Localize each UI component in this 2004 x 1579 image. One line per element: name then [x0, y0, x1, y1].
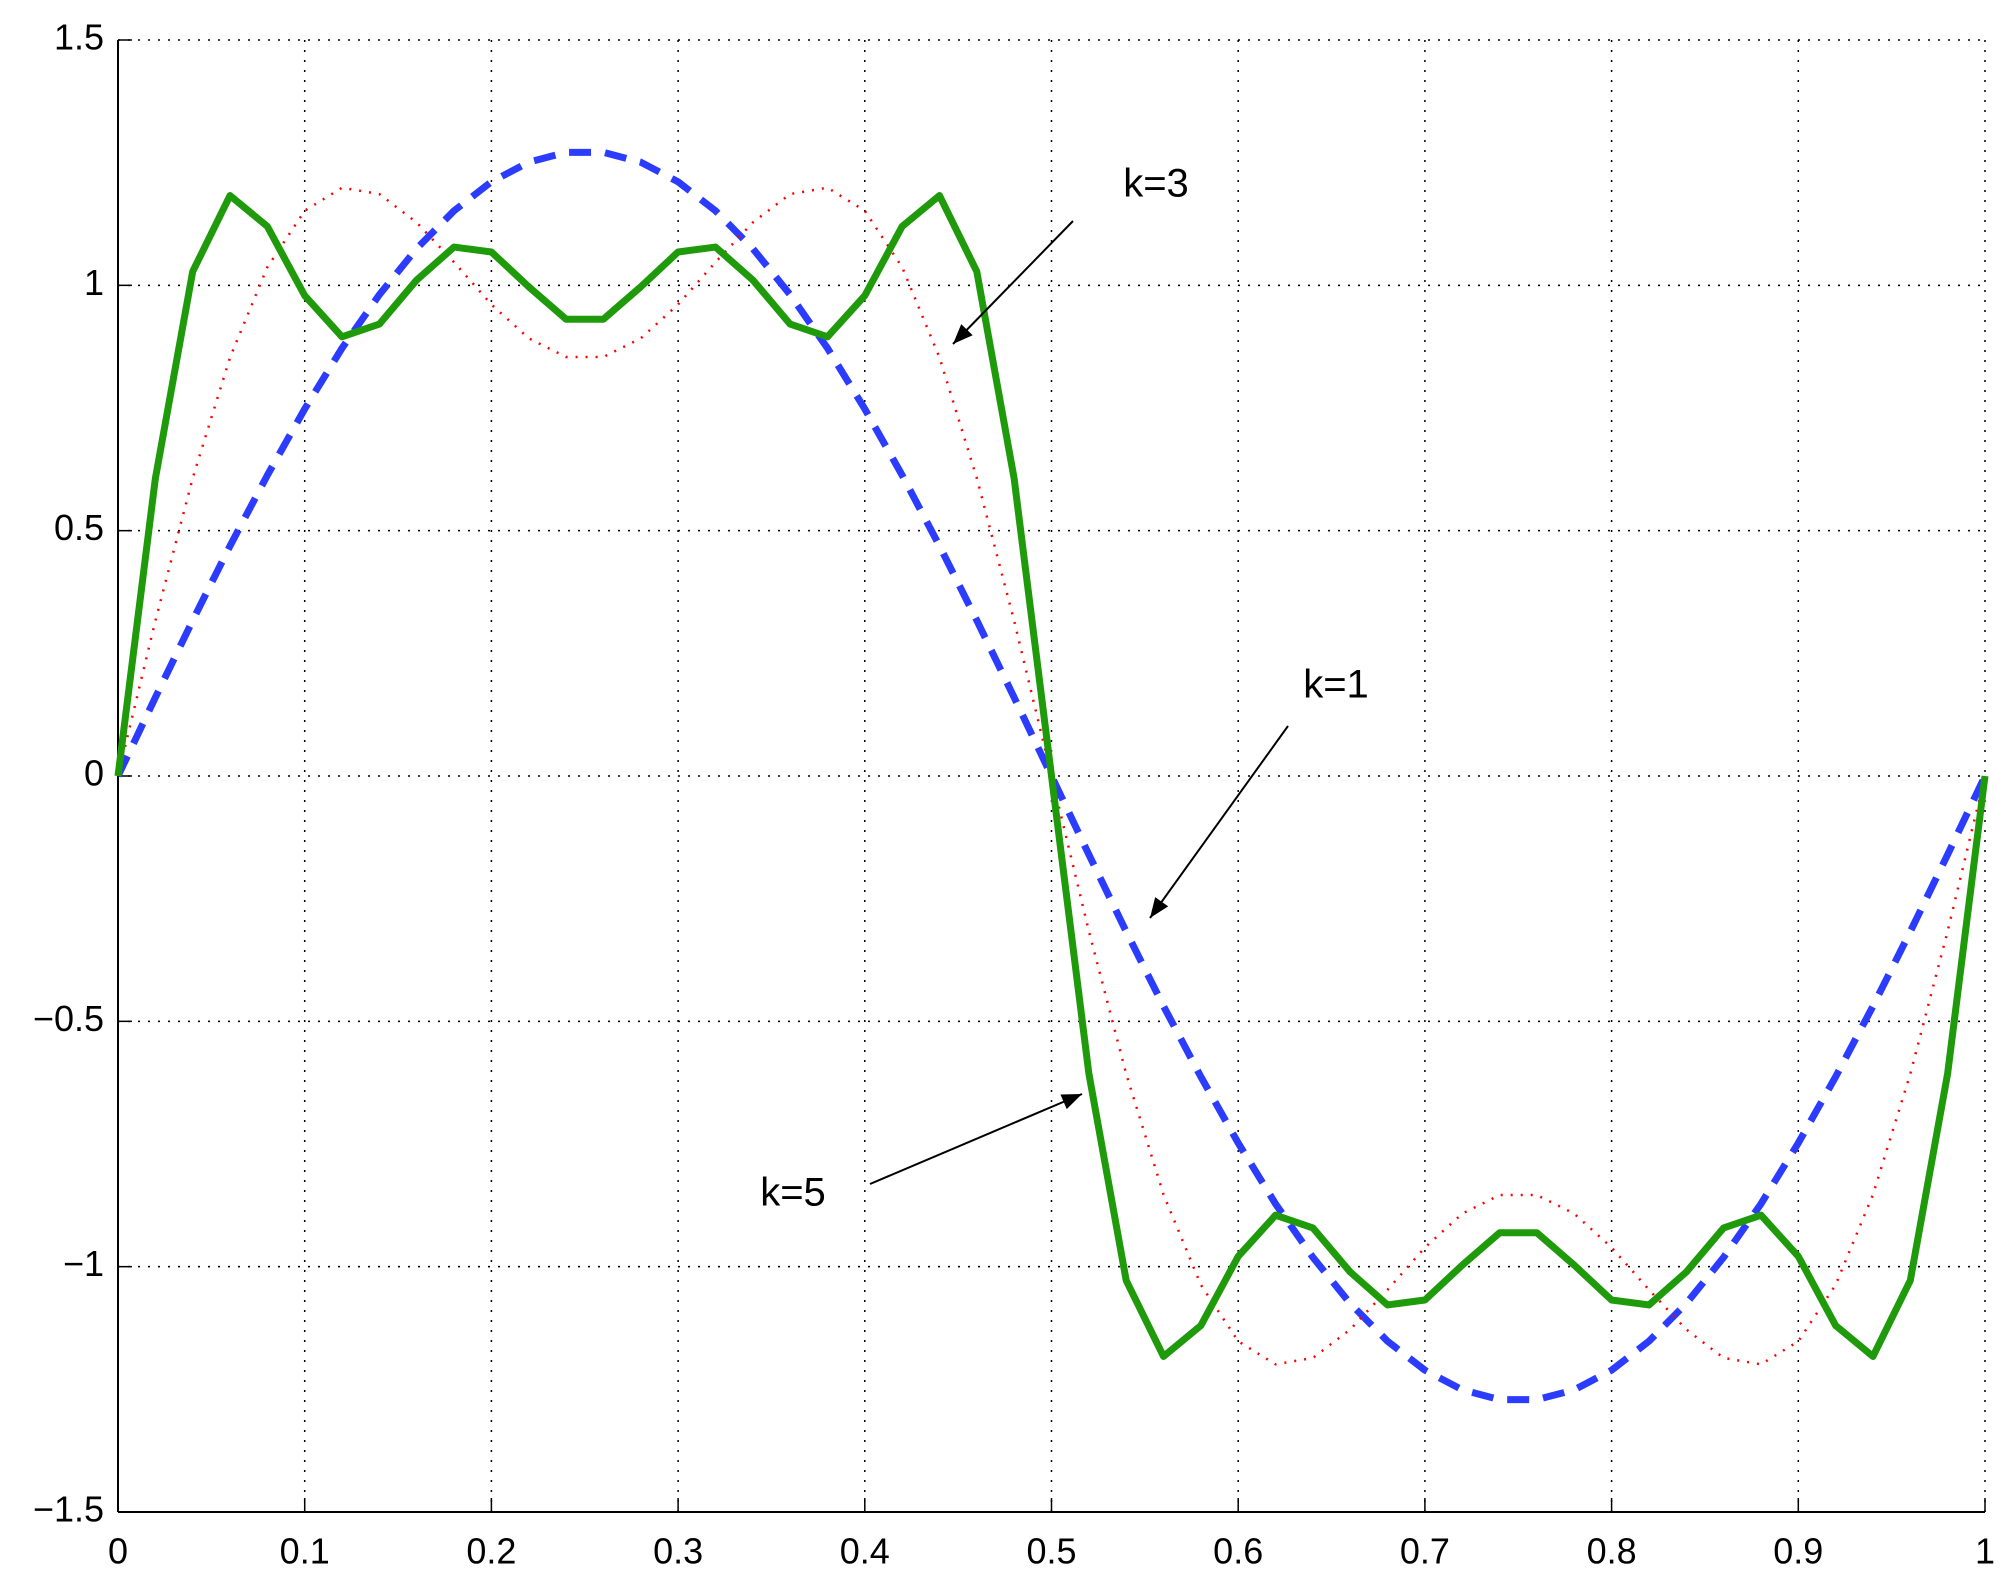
y-tick-label: 1.5 [54, 17, 104, 58]
annotation: k=1 [1303, 663, 1369, 707]
y-tick-label: 1 [84, 262, 104, 303]
x-tick-label: 0.7 [1400, 1531, 1450, 1572]
annotation-arrow [952, 220, 1074, 345]
x-tick-label: 0.2 [466, 1531, 516, 1572]
x-tick-label: 1 [1975, 1531, 1995, 1572]
y-tick-label: −1 [63, 1243, 104, 1284]
x-tick-label: 0.1 [280, 1531, 330, 1572]
y-tick-label: 0 [84, 753, 104, 794]
y-tick-label: −0.5 [33, 998, 104, 1039]
x-tick-label: 0.3 [653, 1531, 703, 1572]
y-tick-label: −1.5 [33, 1489, 104, 1530]
line-series [114, 192, 1989, 1360]
x-tick-label: 0.6 [1213, 1531, 1263, 1572]
x-tick-label: 0.9 [1773, 1531, 1823, 1572]
annotation-arrow [869, 1093, 1083, 1185]
x-tick-label: 0 [108, 1531, 128, 1572]
x-tick-label: 0.8 [1587, 1531, 1637, 1572]
annotation: k=3 [1123, 162, 1189, 206]
x-tick-label: 0.5 [1026, 1531, 1076, 1572]
x-tick-label: 0.4 [840, 1531, 890, 1572]
line-series [116, 186, 1987, 1366]
annotation: k=5 [760, 1171, 826, 1215]
annotation-arrow [1149, 725, 1289, 919]
y-tick-label: 0.5 [54, 507, 104, 548]
